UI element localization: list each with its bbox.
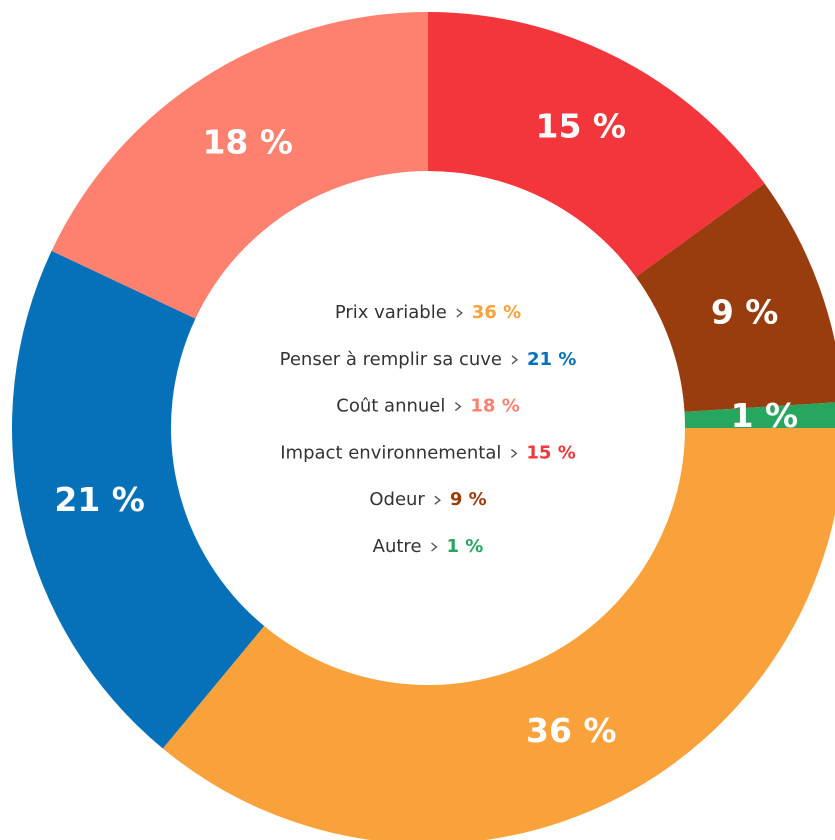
donut-slice bbox=[428, 12, 765, 277]
legend-label: Impact environnemental bbox=[280, 442, 501, 463]
legend-value: 36 % bbox=[472, 302, 521, 323]
legend-item: Coût annuel 18 % bbox=[336, 396, 519, 417]
legend-item: Impact environnemental 15 % bbox=[280, 442, 575, 463]
slice-label: 18 % bbox=[202, 122, 292, 161]
donut-slice bbox=[162, 428, 835, 840]
slice-label: 21 % bbox=[54, 480, 144, 519]
legend-label: Coût annuel bbox=[336, 396, 445, 417]
donut-slice bbox=[51, 12, 428, 319]
legend-value: 15 % bbox=[526, 442, 575, 463]
slice-label: 36 % bbox=[526, 711, 616, 750]
donut-slice bbox=[635, 183, 835, 412]
legend-label: Prix variable bbox=[335, 302, 447, 323]
legend-separator bbox=[456, 308, 463, 318]
legend-label: Autre bbox=[373, 536, 422, 557]
legend-item: Autre 1 % bbox=[373, 536, 484, 557]
legend-item: Odeur 9 % bbox=[369, 489, 486, 510]
legend-value: 18 % bbox=[470, 396, 519, 417]
slice-label: 9 % bbox=[711, 293, 779, 332]
legend-item: Penser à remplir sa cuve 21 % bbox=[280, 349, 577, 370]
legend-separator bbox=[454, 402, 462, 412]
legend-separator bbox=[431, 542, 438, 552]
legend-item: Prix variable 36 % bbox=[335, 302, 521, 323]
donut-slice bbox=[684, 402, 835, 428]
slice-label: 1 % bbox=[731, 396, 799, 435]
legend-value: 9 % bbox=[450, 489, 487, 510]
slice-label: 15 % bbox=[536, 107, 626, 146]
legend-label: Odeur bbox=[369, 489, 425, 510]
legend-separator bbox=[511, 355, 519, 365]
legend-label: Penser à remplir sa cuve bbox=[280, 349, 502, 370]
legend-separator bbox=[510, 448, 518, 458]
donut-slice bbox=[12, 250, 265, 749]
legend-separator bbox=[434, 495, 441, 505]
legend-value: 21 % bbox=[527, 349, 576, 370]
legend-value: 1 % bbox=[447, 536, 484, 557]
